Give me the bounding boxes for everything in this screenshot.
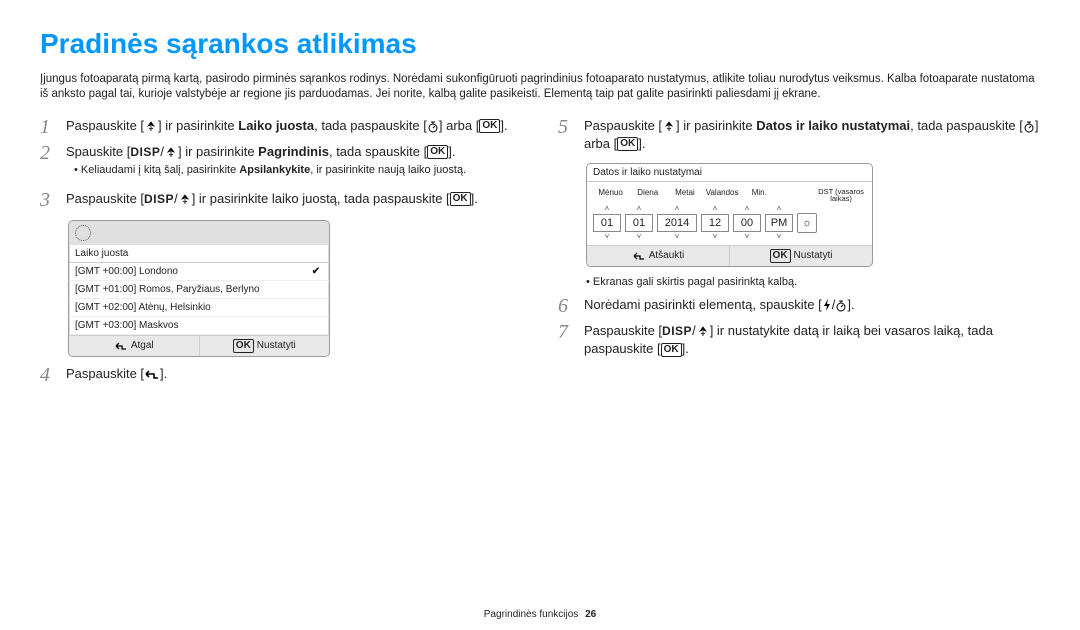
down-arrow-icon[interactable]: ˅ xyxy=(777,233,782,241)
dt-min[interactable]: ˄00˅ xyxy=(733,205,761,241)
dt-values: ˄01˅ ˄01˅ ˄2014˅ ˄12˅ ˄00˅ ˄PM˅ ☼ xyxy=(593,205,866,241)
step-number: 7 xyxy=(558,322,574,358)
step-2-note: Keliaudami į kitą šalį, pasirinkite Apsi… xyxy=(74,163,522,178)
ok-icon: OK xyxy=(450,192,471,206)
macro-icon xyxy=(144,120,158,133)
ok-icon: OK xyxy=(427,145,448,159)
timer-icon xyxy=(835,299,847,312)
macro-icon xyxy=(178,193,192,206)
tz-row[interactable]: [GMT +02:00] Atėnų, Helsinkio xyxy=(69,299,329,317)
down-arrow-icon[interactable]: ˅ xyxy=(713,233,718,241)
step-1: 1 Paspauskite [] ir pasirinkite Laiko ju… xyxy=(40,117,522,137)
back-icon xyxy=(144,368,160,380)
left-column: 1 Paspauskite [] ir pasirinkite Laiko ju… xyxy=(40,117,522,391)
up-arrow-icon[interactable]: ˄ xyxy=(675,205,680,213)
macro-icon xyxy=(662,120,676,133)
datetime-dialog: Datos ir laiko nustatymai Mėnuo Diena Me… xyxy=(586,163,873,267)
step-number: 2 xyxy=(40,143,56,184)
dt-year[interactable]: ˄2014˅ xyxy=(657,205,697,241)
dt-dst[interactable]: ☼ xyxy=(797,213,817,233)
tz-header xyxy=(69,221,329,245)
dt-hour[interactable]: ˄12˅ xyxy=(701,205,729,241)
ok-icon: OK xyxy=(661,343,682,357)
columns: 1 Paspauskite [] ir pasirinkite Laiko ju… xyxy=(40,117,1040,391)
macro-icon xyxy=(696,325,710,338)
globe-icon xyxy=(75,225,91,241)
dt-ampm[interactable]: ˄PM˅ xyxy=(765,205,793,241)
tz-row[interactable]: [GMT +00:00] Londono✔ xyxy=(69,263,329,281)
disp-icon: DISP xyxy=(662,324,692,338)
step-3: 3 Paspauskite [DISP/] ir pasirinkite lai… xyxy=(40,190,522,210)
step-6: 6 Norėdami pasirinkti elementą, spauskit… xyxy=(558,296,1040,316)
step-4: 4 Paspauskite []. xyxy=(40,365,522,385)
down-arrow-icon[interactable]: ˅ xyxy=(605,233,610,241)
timezone-dialog: Laiko juosta [GMT +00:00] Londono✔ [GMT … xyxy=(68,220,330,357)
sun-icon: ☼ xyxy=(797,213,817,233)
dt-day[interactable]: ˄01˅ xyxy=(625,205,653,241)
ok-icon: OK xyxy=(770,249,791,263)
back-button[interactable]: Atgal xyxy=(69,336,200,356)
disp-icon: DISP xyxy=(130,145,160,159)
step-number: 3 xyxy=(40,190,56,210)
timer-icon xyxy=(1023,120,1035,133)
timer-icon xyxy=(427,120,439,133)
step-number: 1 xyxy=(40,117,56,137)
back-icon xyxy=(114,341,128,351)
disp-icon: DISP xyxy=(144,192,174,206)
step-number: 5 xyxy=(558,117,574,153)
up-arrow-icon[interactable]: ˄ xyxy=(637,205,642,213)
up-arrow-icon[interactable]: ˄ xyxy=(713,205,718,213)
ok-icon: OK xyxy=(617,137,638,151)
ok-icon: OK xyxy=(233,339,254,353)
dt-month[interactable]: ˄01˅ xyxy=(593,205,621,241)
up-arrow-icon[interactable]: ˄ xyxy=(777,205,782,213)
up-arrow-icon[interactable]: ˄ xyxy=(745,205,750,213)
dt-footer: Atšaukti OKNustatyti xyxy=(587,245,872,266)
check-icon: ✔ xyxy=(309,266,323,277)
step-number: 6 xyxy=(558,296,574,316)
macro-icon xyxy=(164,146,178,159)
tz-footer: Atgal OKNustatyti xyxy=(69,335,329,356)
flash-icon xyxy=(822,298,832,312)
step-7: 7 Paspauskite [DISP/] ir nustatykite dat… xyxy=(558,322,1040,358)
dt-labels: Mėnuo Diena Metai Valandos Min. DST (vas… xyxy=(593,188,866,203)
cancel-button[interactable]: Atšaukti xyxy=(587,246,730,266)
step-2: 2 Spauskite [DISP/] ir pasirinkite Pagri… xyxy=(40,143,522,184)
step-5: 5 Paspauskite [] ir pasirinkite Datos ir… xyxy=(558,117,1040,153)
down-arrow-icon[interactable]: ˅ xyxy=(637,233,642,241)
down-arrow-icon[interactable]: ˅ xyxy=(675,233,680,241)
dt-title: Datos ir laiko nustatymai xyxy=(587,164,872,182)
right-column: 5 Paspauskite [] ir pasirinkite Datos ir… xyxy=(558,117,1040,391)
screen-note: Ekranas gali skirtis pagal pasirinktą ka… xyxy=(586,275,1040,290)
tz-row[interactable]: [GMT +03:00] Maskvos xyxy=(69,317,329,335)
back-icon xyxy=(632,251,646,261)
tz-title: Laiko juosta xyxy=(69,245,329,263)
page-title: Pradinės sąrankos atlikimas xyxy=(40,28,1040,60)
up-arrow-icon[interactable]: ˄ xyxy=(605,205,610,213)
intro-paragraph: Įjungus fotoaparatą pirmą kartą, pasirod… xyxy=(40,72,1040,103)
set-button[interactable]: OKNustatyti xyxy=(200,336,330,356)
down-arrow-icon[interactable]: ˅ xyxy=(745,233,750,241)
tz-row[interactable]: [GMT +01:00] Romos, Paryžiaus, Berlyno xyxy=(69,281,329,299)
set-button[interactable]: OKNustatyti xyxy=(730,246,872,266)
ok-icon: OK xyxy=(479,119,500,133)
page-footer: Pagrindinės funkcijos 26 xyxy=(0,609,1080,620)
step-number: 4 xyxy=(40,365,56,385)
